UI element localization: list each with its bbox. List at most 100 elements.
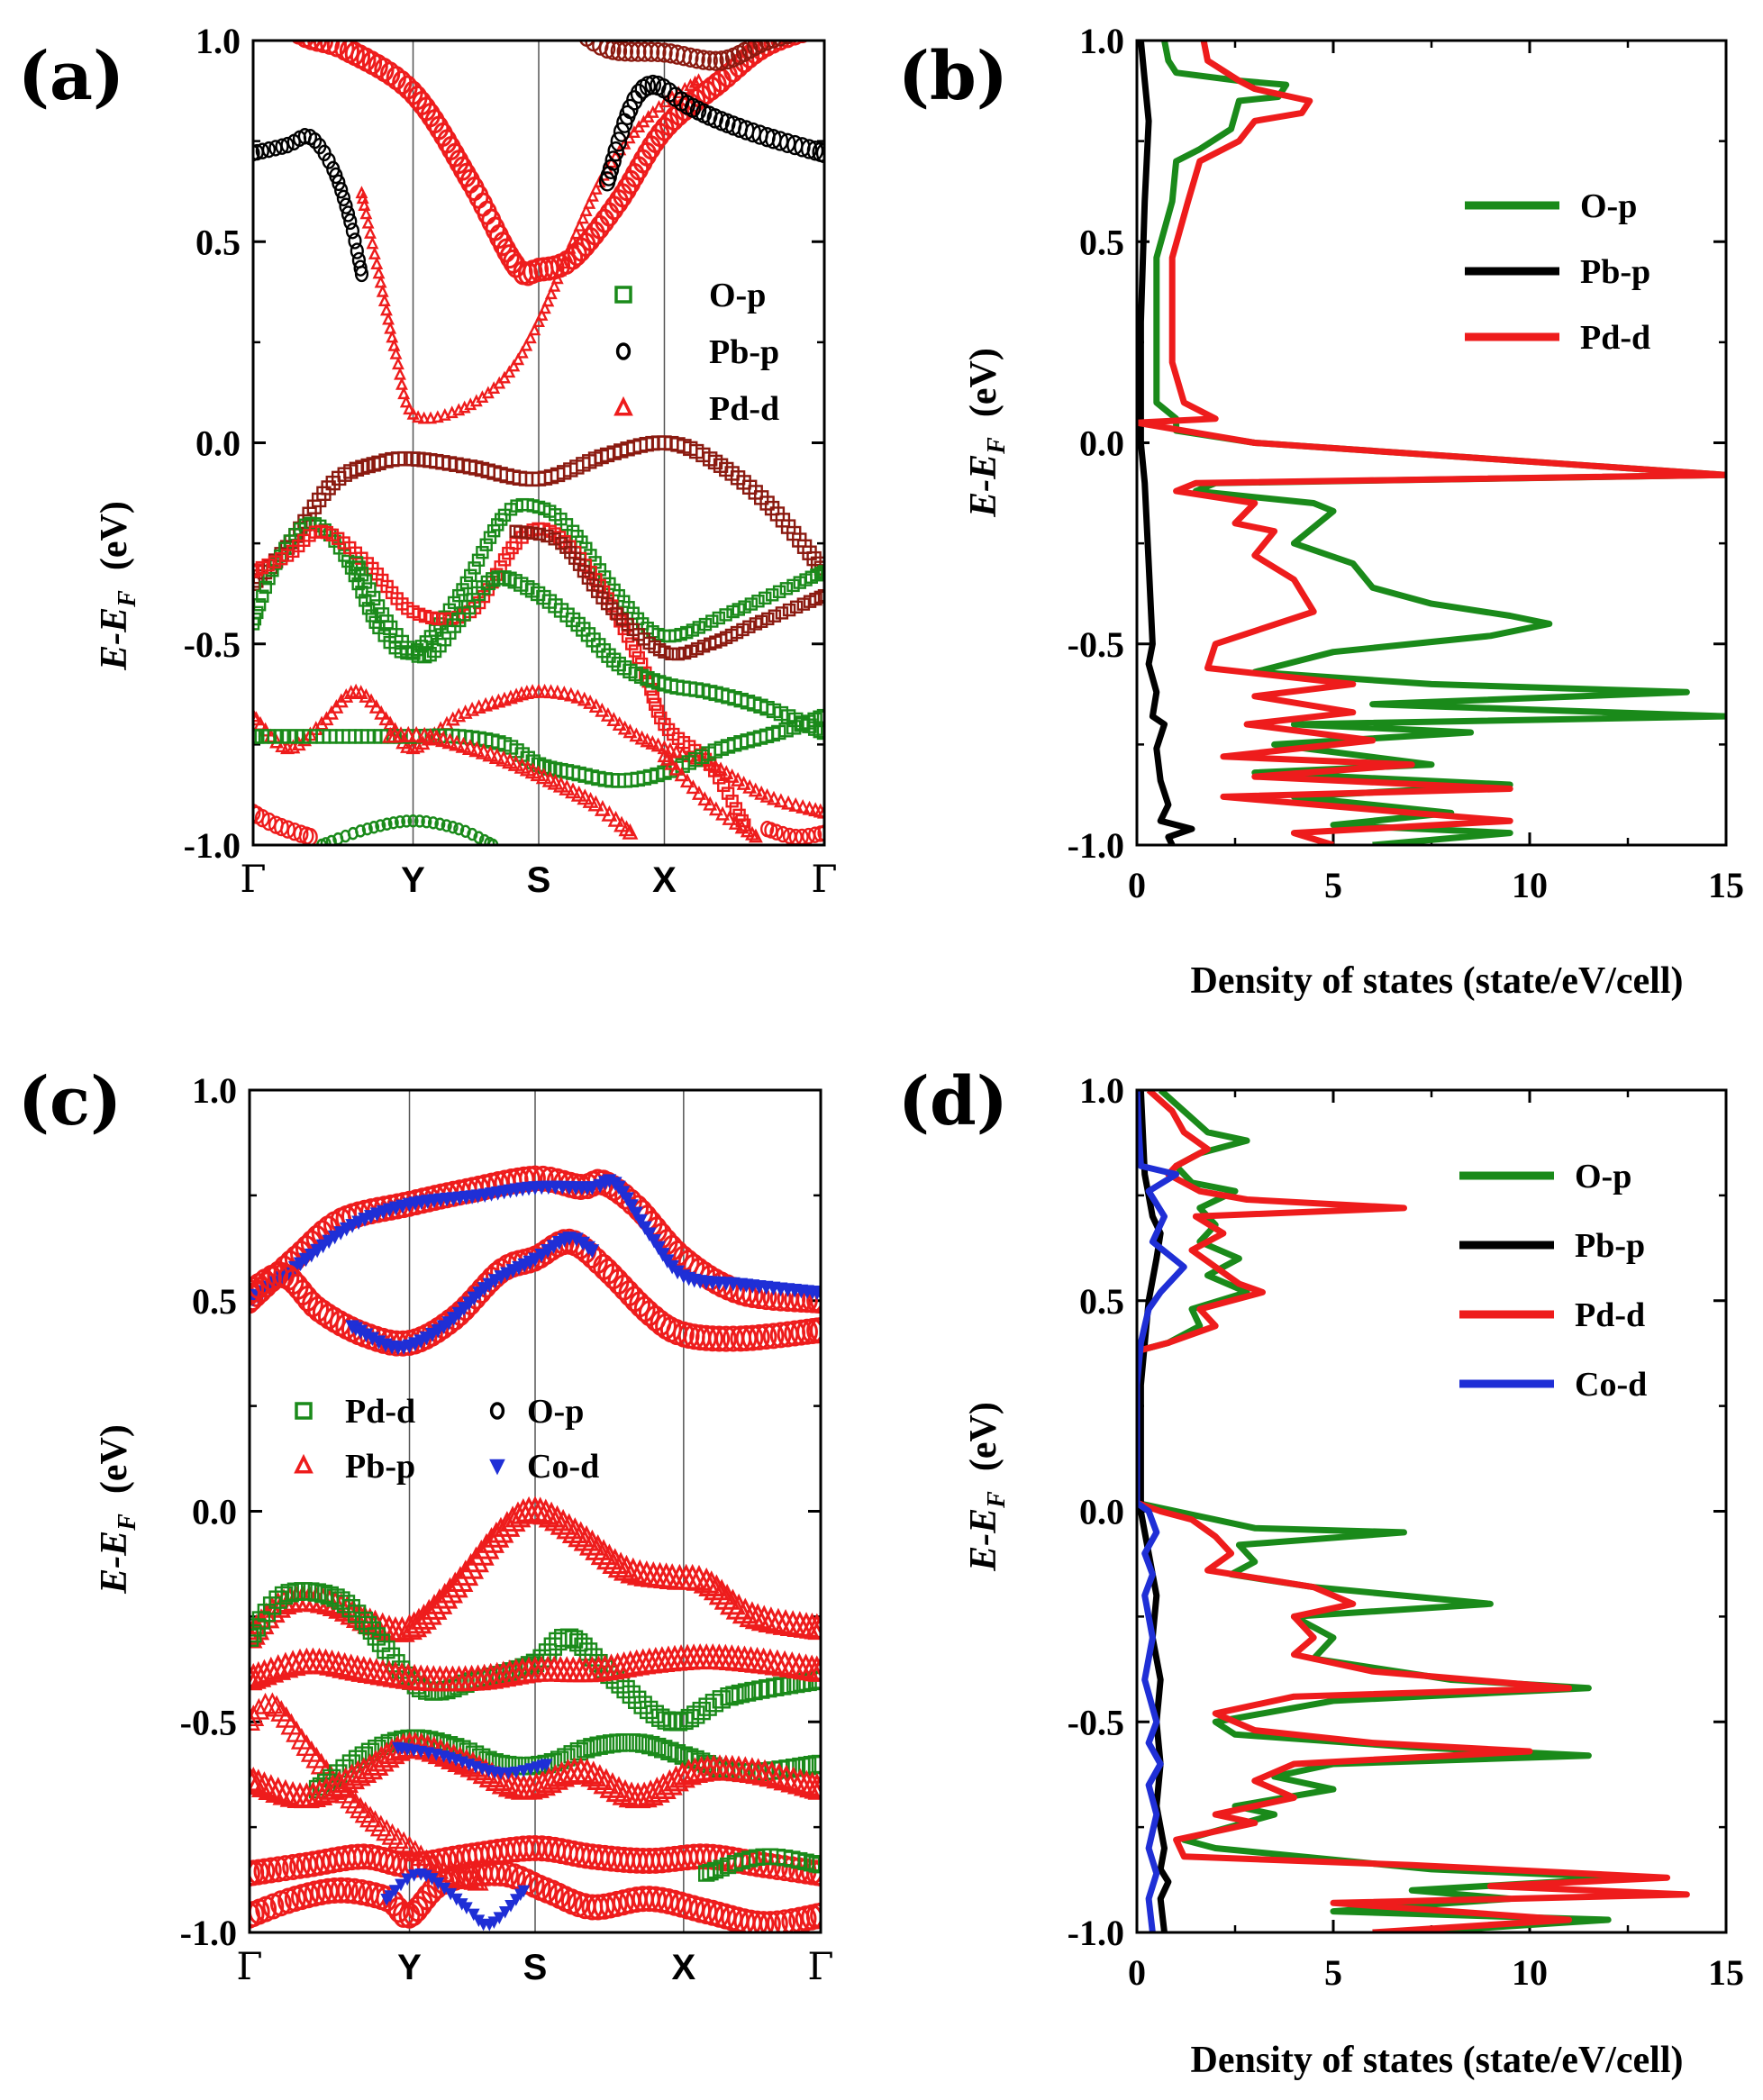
panel-a-band-point xyxy=(649,697,662,711)
panel-c-band-point xyxy=(744,1603,771,1630)
panel-a-band-point xyxy=(365,590,381,606)
panel-a-band-point xyxy=(343,213,358,231)
panel-c-band-point xyxy=(759,1760,786,1787)
panel-a-band-point xyxy=(261,558,275,572)
panel-c-band xyxy=(698,1848,821,1882)
panel-a-band-point xyxy=(375,819,386,832)
panel-c-band-point xyxy=(750,1605,777,1632)
panel-c-band-point xyxy=(388,1885,402,1897)
panel-a-band xyxy=(290,41,813,286)
panel-a-band-point xyxy=(387,816,399,830)
panel-c-legend-label: Co-d xyxy=(527,1448,599,1486)
panel-a-ylabel-sub: F xyxy=(114,590,141,608)
panel-a-band-point xyxy=(541,529,554,543)
panel-c-band-point xyxy=(715,1325,737,1352)
panel-c-band-point xyxy=(376,1819,398,1841)
panel-a-band-point xyxy=(482,745,499,762)
panel-c-band-point xyxy=(641,1735,660,1755)
panel-c-band-point xyxy=(647,1737,667,1757)
panel-c-band-point xyxy=(589,1736,608,1755)
panel-a-band-point xyxy=(806,550,822,567)
panel-a-band-point xyxy=(361,582,377,597)
panel-c-band-point xyxy=(807,1655,821,1682)
panel-a-band xyxy=(253,128,369,283)
panel-c-band-point xyxy=(272,1651,299,1678)
panel-d-xlabel: Density of states (state/eV/cell) xyxy=(1191,2040,1684,2081)
panel-a-band-point xyxy=(259,580,273,595)
panel-d-ylabel: E-EF (eV) xyxy=(963,1402,1011,1572)
panel-c-band-point xyxy=(561,1517,588,1543)
panel-d-legend-label: Pb-p xyxy=(1575,1227,1645,1265)
panel-c-ylabel: E-EF (eV) xyxy=(94,1424,141,1595)
panel-a-band-point xyxy=(605,652,622,668)
panel-c-band-point xyxy=(593,1768,620,1795)
panel-a-band-point xyxy=(567,233,579,247)
panel-a-band-point xyxy=(668,760,684,776)
panel-a-yticks: 1.0 0.5 0.0 -0.5 -1.0 xyxy=(184,21,824,866)
panel-a-band-point xyxy=(765,588,779,602)
panel-a-band-point xyxy=(645,734,660,750)
panel-a-band-point xyxy=(586,188,599,202)
panel-c-band-point xyxy=(786,1768,813,1795)
panel-c-band-point xyxy=(569,1741,589,1761)
panel-c-band-point xyxy=(580,1760,607,1787)
panel-a-band-point xyxy=(354,265,369,283)
panel-a-band-point xyxy=(703,795,718,811)
panel-a-bands xyxy=(253,41,824,845)
panel-c-band-point xyxy=(599,1772,626,1798)
panel-a-band-point xyxy=(748,782,763,797)
panel-c-bands xyxy=(250,1165,821,1932)
panel-a-label: (a) xyxy=(18,38,124,115)
panel-c-legend-label: Pd-d xyxy=(345,1393,415,1431)
panel-c-band-point xyxy=(336,1595,356,1614)
panel-d-curves xyxy=(1137,1090,1690,1932)
panel-a-band-point xyxy=(629,727,644,742)
panel-a-band-point xyxy=(617,622,631,636)
panel-c-band-point xyxy=(693,1567,720,1594)
panel-a-band-point xyxy=(253,612,262,626)
panel-c-band-point xyxy=(250,1662,267,1689)
panel-a-band-point xyxy=(695,50,712,70)
panel-a-band-point xyxy=(370,257,384,270)
panel-c-band-point xyxy=(629,1206,643,1222)
panel-a-band-point xyxy=(626,90,643,111)
panel-c-band-point xyxy=(367,1627,386,1646)
panel-a-band-point xyxy=(361,602,376,615)
panel-c-band-point xyxy=(574,1758,601,1785)
panel-c-band-point xyxy=(803,1855,821,1872)
panel-a-band-point xyxy=(625,637,639,650)
panel-a-band-point xyxy=(728,814,743,830)
panel-a-band-point xyxy=(751,595,765,608)
svg-text:E-EF(eV): E-EF (eV) xyxy=(94,1424,141,1595)
panel-c-band-point xyxy=(812,1856,821,1874)
panel-a-legend-swatch xyxy=(613,395,633,416)
panel-c-band-point xyxy=(703,1574,730,1601)
panel-a-band xyxy=(509,524,824,661)
panel-c-band-point xyxy=(266,1695,288,1717)
panel-a-band-point xyxy=(507,754,524,771)
panel-a-band-point xyxy=(280,136,295,154)
panel-c-band-point xyxy=(585,1181,600,1195)
panel-c-band-point xyxy=(347,1605,367,1623)
panel-c-band-point xyxy=(651,1708,670,1727)
panel-a-band-point xyxy=(593,175,606,188)
panel-c-label: (c) xyxy=(18,1063,122,1141)
panel-a-band-point xyxy=(813,710,824,725)
panel-a-band-point xyxy=(642,41,660,62)
panel-d-ytick-label: 0.0 xyxy=(1079,1492,1124,1532)
panel-c-band-point xyxy=(332,1767,359,1794)
panel-a-band-point xyxy=(748,828,763,843)
panel-c-band-point xyxy=(744,1681,763,1701)
panel-d-dos: (d) E-EF (eV) 1.0 0.5 0.0 -0.5 -1.0 0 5 10 15 O-… xyxy=(898,1063,1744,2081)
panel-c-band-point xyxy=(698,1570,725,1596)
panel-b-ylabel-sub: F xyxy=(983,437,1011,455)
panel-a-band-point xyxy=(492,232,513,257)
panel-c-band-point xyxy=(748,1323,770,1350)
panel-a-band-point xyxy=(543,684,559,699)
panel-c-band-point xyxy=(282,1853,304,1880)
panel-a-ytick-label: 0.5 xyxy=(195,222,241,262)
panel-a-band-point xyxy=(759,41,776,51)
panel-c-band-point xyxy=(633,1295,656,1323)
panel-a-band-point xyxy=(650,41,667,63)
panel-c-band-point xyxy=(702,1325,723,1352)
